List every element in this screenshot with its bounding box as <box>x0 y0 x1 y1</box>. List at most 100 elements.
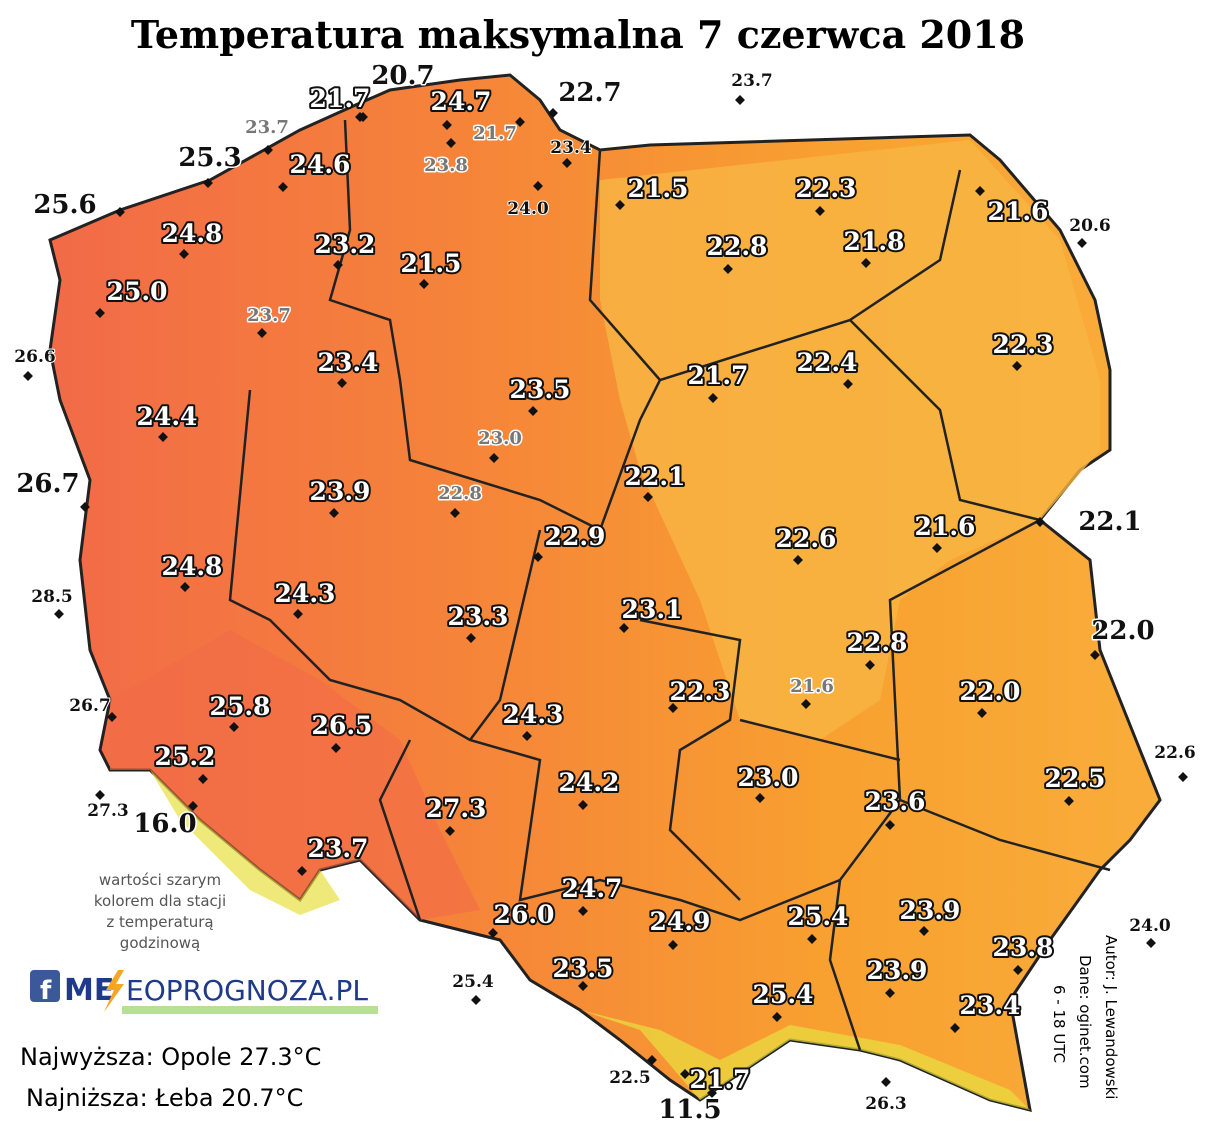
station-marker <box>293 609 303 619</box>
station-marker <box>229 722 239 732</box>
station-label: 24.8 <box>162 552 223 581</box>
station-marker <box>861 258 871 268</box>
station-marker <box>578 906 588 916</box>
station-marker <box>885 988 895 998</box>
station-marker <box>950 1023 960 1033</box>
note-line: kolorem dla stacji <box>94 892 226 910</box>
station-marker <box>643 492 653 502</box>
station-marker <box>278 182 288 192</box>
stations: 21.7 24.7 24.6 21.5 22.3 21.6 24.8 23.2 21.5 22.8… <box>13 60 1196 1127</box>
station-marker <box>445 826 455 836</box>
station-marker <box>522 731 532 741</box>
station-label: 22.6 <box>1154 743 1195 763</box>
station-label: 21.6 <box>915 512 976 541</box>
station-marker <box>1035 517 1045 527</box>
poland-map <box>48 73 1162 1113</box>
station-label: 22.6 <box>776 524 837 553</box>
station-label: 20.6 <box>1069 216 1110 236</box>
station-marker <box>331 743 341 753</box>
station-marker <box>297 866 307 876</box>
station-label: 23.7 <box>308 834 369 863</box>
station-marker <box>489 453 499 463</box>
station-marker <box>680 1069 690 1079</box>
station-label: 24.7 <box>562 874 623 903</box>
station-label: 23.7 <box>247 305 291 326</box>
station-marker <box>179 249 189 259</box>
station-marker <box>932 543 942 553</box>
station-marker <box>180 582 190 592</box>
station-marker <box>1178 772 1188 782</box>
logo-left: ME <box>64 973 114 1008</box>
station-marker <box>807 934 817 944</box>
station-label: 25.6 <box>33 190 96 220</box>
station-marker <box>723 264 733 274</box>
station-marker <box>1077 238 1087 248</box>
station-label: 28.5 <box>31 587 72 607</box>
title: Temperatura maksymalna 7 czerwca 2018 <box>131 12 1025 57</box>
station-marker <box>1090 650 1100 660</box>
credit-line: 6 - 18 UTC <box>1050 985 1068 1063</box>
station-label: 23.2 <box>315 230 376 259</box>
station-marker <box>562 158 572 168</box>
station-label: 21.6 <box>790 676 834 697</box>
summary-lowest: Najniższa: Łeba 20.7°C <box>26 1084 303 1112</box>
station-label: 24.3 <box>275 579 336 608</box>
station-marker <box>488 928 498 938</box>
station-label: 24.9 <box>650 907 711 936</box>
station-label: 22.7 <box>558 78 621 108</box>
station-label: 23.4 <box>960 991 1021 1020</box>
station-marker <box>1013 965 1023 975</box>
station-marker <box>337 378 347 388</box>
station-label: 23.9 <box>867 956 928 985</box>
station-marker <box>95 790 105 800</box>
station-marker <box>668 703 678 713</box>
station-marker <box>865 660 875 670</box>
logo-bolt <box>104 970 124 1012</box>
station-marker <box>755 793 765 803</box>
station-marker <box>619 623 629 633</box>
station-marker <box>115 207 125 217</box>
station-label: 22.9 <box>545 522 606 551</box>
station-marker <box>450 508 460 518</box>
station-label: 25.2 <box>155 742 216 771</box>
station-label: 24.0 <box>1129 916 1171 936</box>
logo-strip <box>122 1006 378 1014</box>
station-label: 25.3 <box>178 143 241 173</box>
station-label: 21.7 <box>310 84 371 113</box>
station-label: 22.3 <box>796 174 857 203</box>
station-label: 23.3 <box>448 602 509 631</box>
station-marker <box>548 108 558 118</box>
station-marker <box>257 328 267 338</box>
station-marker <box>801 699 811 709</box>
station-label: 21.8 <box>844 227 905 256</box>
station-label: 16.0 <box>133 809 196 839</box>
station-label: 22.3 <box>670 677 731 706</box>
station-marker <box>333 260 343 270</box>
station-label: 24.6 <box>290 150 351 179</box>
note-line: wartości szarym <box>99 871 221 889</box>
station-label: 21.5 <box>628 174 689 203</box>
station-marker <box>263 145 273 155</box>
station-marker <box>329 508 339 518</box>
station-marker <box>107 712 117 722</box>
warm-region <box>110 630 480 920</box>
station-marker <box>533 552 543 562</box>
logo-right: EOPROGNOZA.PL <box>126 974 368 1007</box>
station-label: 26.7 <box>69 696 110 716</box>
station-label: 21.7 <box>473 123 517 144</box>
station-label: 22.0 <box>960 677 1021 706</box>
station-label: 24.0 <box>507 199 549 219</box>
station-label: 24.8 <box>162 219 223 248</box>
logo: f ME EOPROGNOZA.PL <box>30 970 378 1014</box>
station-marker <box>843 379 853 389</box>
station-marker <box>54 609 64 619</box>
station-label: 21.7 <box>690 1065 751 1094</box>
station-label: 26.7 <box>16 469 79 499</box>
station-marker <box>885 820 895 830</box>
station-label: 22.4 <box>797 348 858 377</box>
station-marker <box>707 1088 717 1098</box>
station-label: 22.8 <box>847 628 908 657</box>
mountains <box>150 770 1030 1110</box>
station-marker <box>881 1077 891 1087</box>
note-line: godzinową <box>120 934 200 952</box>
